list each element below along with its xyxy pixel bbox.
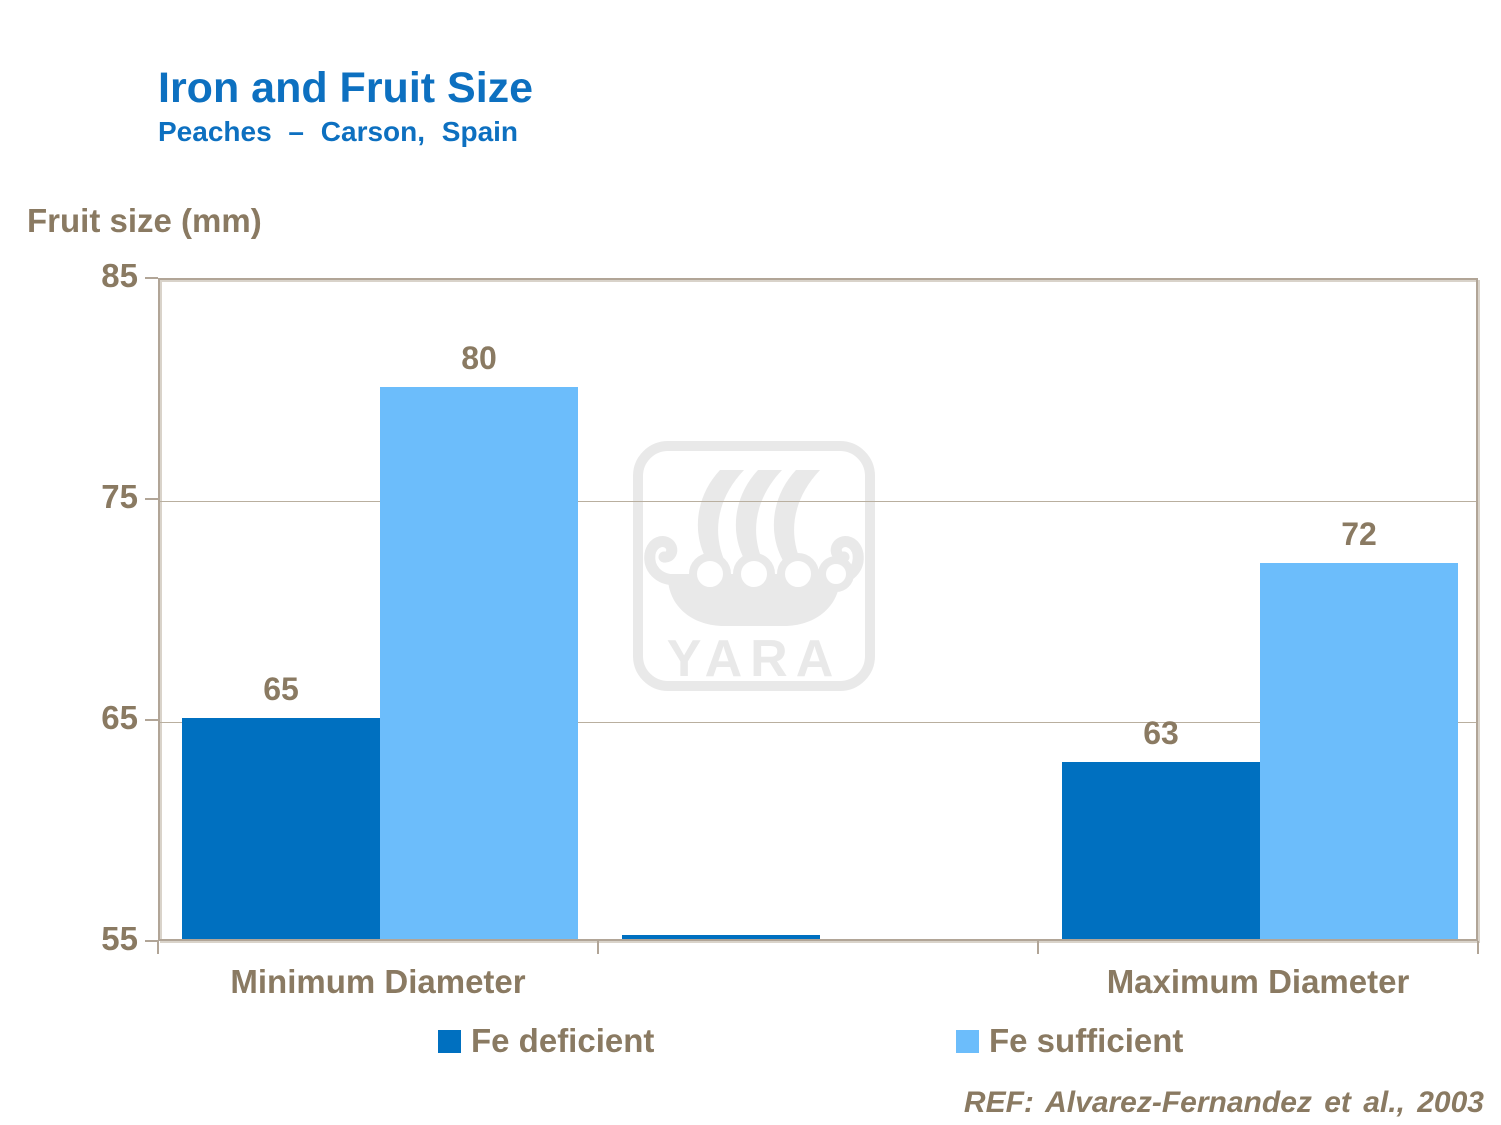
y-axis-tick-label: 65 [101, 699, 138, 736]
bar-value-label: 72 [1341, 516, 1377, 553]
page-subtitle: Peaches – Carson, Spain [158, 116, 519, 147]
x-axis-tick-mark [1037, 941, 1039, 954]
gridline-y-75 [160, 501, 1476, 502]
x-category-label-maximum-diameter: Maximum Diameter [1106, 963, 1410, 1000]
y-axis-tick-label: 55 [101, 920, 138, 957]
bar-fe-sufficient-minimum-diameter [380, 386, 578, 939]
bar-fe-deficient-maximum-diameter [1062, 762, 1260, 939]
legend-swatch-icon [438, 1029, 461, 1053]
x-axis-tick-mark [597, 941, 599, 954]
yara-watermark-logo: YARA [633, 441, 875, 691]
baseline-artifact-bar [622, 935, 820, 939]
y-axis-tick-mark [145, 940, 158, 942]
x-axis-tick-mark [157, 941, 159, 954]
viking-ship-icon [644, 470, 864, 626]
y-axis-tick-label: 85 [101, 257, 138, 294]
watermark-frame [633, 441, 875, 691]
y-axis-tick-mark [145, 498, 158, 500]
gridline-y-65 [160, 722, 1476, 723]
x-category-label-minimum-diameter: Minimum Diameter [230, 963, 526, 1000]
bar-value-label: 63 [1143, 715, 1179, 752]
ship-shields [689, 553, 854, 595]
bar-value-label: 80 [461, 339, 497, 376]
reference-citation: REF: Alvarez-Fernandez et al., 2003 [963, 1086, 1484, 1119]
legend-label: Fe deficient [471, 1022, 655, 1059]
legend-label: Fe sufficient [989, 1022, 1184, 1059]
y-axis-tick-mark [145, 277, 158, 279]
watermark-wordmark: YARA [667, 630, 842, 688]
legend-item-fe-sufficient: Fe sufficient [956, 1022, 1183, 1060]
y-axis-title: Fruit size (mm) [27, 202, 262, 239]
bar-fe-deficient-minimum-diameter [182, 718, 380, 939]
bar-fe-sufficient-maximum-diameter [1260, 563, 1458, 939]
legend-item-fe-deficient: Fe deficient [438, 1022, 654, 1060]
y-axis-tick-mark [145, 719, 158, 721]
bar-value-label: 65 [263, 671, 299, 707]
legend-swatch-icon [956, 1029, 979, 1053]
chart-plot-area: YARA 65 80 63 72 [158, 278, 1478, 941]
y-axis-tick-label: 75 [101, 478, 138, 515]
page-title: Iron and Fruit Size [158, 64, 534, 112]
x-axis-tick-mark [1477, 941, 1479, 954]
